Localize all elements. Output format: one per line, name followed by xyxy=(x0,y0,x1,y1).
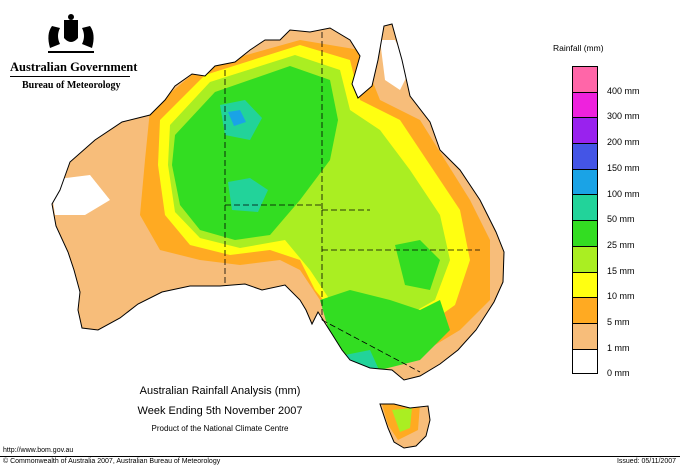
legend-swatch xyxy=(572,117,598,144)
bureau-title: Bureau of Meteorology xyxy=(22,80,121,91)
caption-title: Australian Rainfall Analysis (mm) xyxy=(139,385,301,397)
legend-label: 150 mm xyxy=(607,162,640,173)
legend-swatch xyxy=(572,168,598,195)
legend-label: 50 mm xyxy=(607,214,635,225)
legend-swatch xyxy=(572,220,598,246)
legend-label: 10 mm xyxy=(607,291,635,302)
legend-label: 5 mm xyxy=(607,317,630,327)
legend-swatch xyxy=(572,91,598,118)
legend-label: 0 mm xyxy=(607,368,630,379)
legend-swatch xyxy=(572,271,598,298)
legend-swatch xyxy=(572,194,598,221)
legend-label: 200 mm xyxy=(607,137,640,148)
legend-title: Rainfall (mm) xyxy=(553,43,604,53)
caption-product: Product of the National Climate Centre xyxy=(151,424,289,433)
legend-label: 400 mm xyxy=(607,85,640,96)
legend-label: 25 mm xyxy=(607,239,635,250)
footer-divider xyxy=(0,456,680,457)
legend-label: 100 mm xyxy=(607,188,640,199)
coat-of-arms-icon xyxy=(48,14,94,53)
legend-swatch xyxy=(572,322,598,349)
legend xyxy=(572,66,598,375)
header-divider xyxy=(10,76,130,77)
legend-swatch xyxy=(572,297,598,323)
caption-week: Week Ending 5th November 2007 xyxy=(137,405,303,417)
legend-label: 300 mm xyxy=(607,111,640,122)
footer-issued: Issued: 05/11/2007 xyxy=(616,458,676,465)
legend-label: 1 mm xyxy=(607,342,630,353)
legend-swatch xyxy=(572,66,598,92)
legend-swatch xyxy=(572,348,598,375)
government-title: Australian Government xyxy=(10,60,138,74)
legend-swatch xyxy=(572,245,598,272)
legend-swatch xyxy=(572,143,598,169)
footer-copyright: © Commonwealth of Australia 2007, Austra… xyxy=(3,458,221,465)
footer-url[interactable]: http://www.bom.gov.au xyxy=(3,447,74,454)
legend-label: 15 mm xyxy=(607,265,635,276)
